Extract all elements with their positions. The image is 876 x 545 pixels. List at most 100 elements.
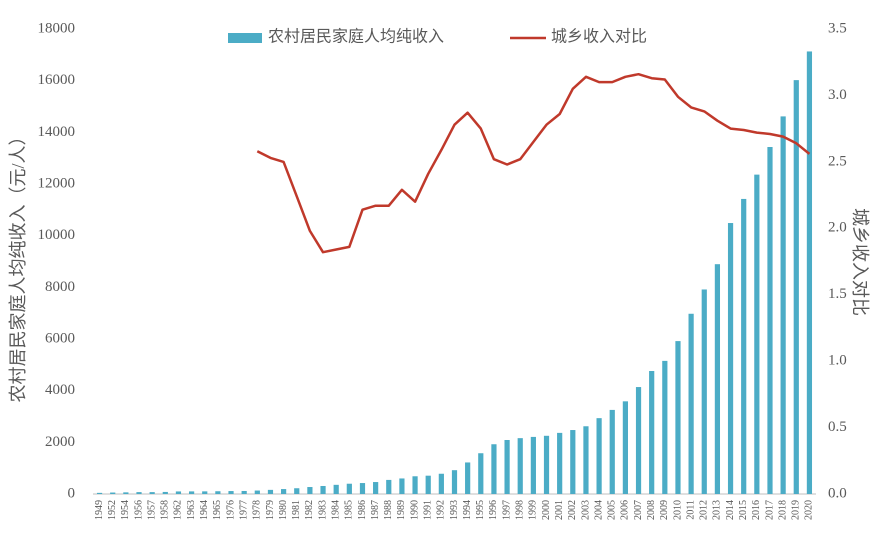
- x-tick-label: 1976: [225, 500, 236, 520]
- x-tick-label: 2019: [791, 500, 802, 520]
- bar: [806, 51, 813, 495]
- bar: [530, 436, 536, 494]
- bar: [465, 462, 471, 494]
- x-tick-label: 2003: [580, 500, 591, 520]
- x-tick-label: 1963: [186, 500, 197, 520]
- bar: [425, 475, 431, 494]
- bar: [386, 479, 392, 494]
- legend-swatch: [228, 33, 262, 43]
- bar: [333, 484, 339, 494]
- x-tick-label: 2006: [620, 500, 631, 520]
- x-tick-label: 1998: [515, 500, 526, 520]
- y2-tick-label: 3.0: [828, 87, 847, 103]
- x-tick-label: 2008: [646, 500, 657, 520]
- y2-tick-label: 1.0: [828, 353, 847, 369]
- line: [256, 72, 811, 254]
- x-tick-label: 2011: [685, 500, 696, 520]
- y2-axis-label: 城乡收入对比: [850, 208, 870, 316]
- bar: [504, 440, 510, 494]
- bar: [557, 432, 563, 494]
- bar: [175, 491, 182, 494]
- bar: [478, 453, 484, 494]
- bar: [412, 476, 418, 494]
- x-tick-label: 1987: [370, 500, 381, 520]
- bar: [267, 489, 274, 494]
- y2-tick-label: 2.5: [828, 153, 847, 169]
- x-tick-label: 1949: [94, 500, 105, 520]
- y-tick-label: 12000: [38, 175, 76, 191]
- bar: [491, 444, 497, 494]
- y-tick-label: 10000: [38, 227, 76, 243]
- y-tick-label: 4000: [45, 382, 75, 398]
- y-tick-label: 2000: [45, 434, 75, 450]
- x-tick-label: 1996: [488, 500, 499, 520]
- x-tick-label: 1985: [344, 500, 355, 520]
- x-tick-label: 2012: [699, 500, 710, 520]
- bar: [96, 492, 103, 494]
- bar: [675, 341, 681, 494]
- x-tick-label: 2014: [725, 500, 736, 520]
- bar: [188, 491, 195, 494]
- x-tick-label: 1957: [146, 500, 157, 520]
- y2-tick-label: 2.0: [828, 220, 847, 236]
- x-tick-label: 1978: [252, 500, 263, 520]
- bar: [649, 371, 655, 494]
- bar: [583, 426, 589, 494]
- y-tick-label: 18000: [38, 20, 76, 36]
- x-tick-label: 1958: [160, 500, 171, 520]
- x-tick-label: 1994: [462, 500, 473, 520]
- x-tick-label: 2018: [777, 500, 788, 520]
- x-tick-label: 2001: [554, 500, 565, 520]
- y2-tick-label: 3.5: [828, 20, 847, 36]
- bar: [793, 80, 799, 494]
- x-tick-label: 1990: [409, 500, 420, 520]
- bar: [241, 490, 247, 494]
- bar: [767, 147, 773, 495]
- bar: [517, 438, 523, 494]
- y-tick-label: 0: [68, 485, 76, 501]
- y-tick-label: 6000: [45, 330, 75, 346]
- bar: [451, 470, 458, 494]
- x-tick-label: 2017: [764, 500, 775, 520]
- bar: [215, 491, 221, 494]
- x-tick-label: 2020: [804, 500, 815, 520]
- x-tick-label: 1981: [291, 500, 302, 520]
- y-tick-label: 14000: [38, 124, 76, 140]
- bar: [780, 116, 786, 494]
- bar: [307, 487, 313, 494]
- legend-label: 城乡收入对比: [551, 28, 647, 46]
- x-tick-label: 1991: [423, 500, 434, 520]
- bar: [741, 198, 747, 494]
- y2-tick-label: 1.5: [828, 286, 847, 302]
- y2-tick-label: 0.5: [828, 419, 847, 435]
- bar: [346, 483, 352, 494]
- bar: [320, 485, 326, 494]
- x-tick-label: 1988: [383, 500, 394, 520]
- x-tick-label: 2009: [659, 500, 670, 520]
- x-tick-label: 1977: [238, 500, 249, 520]
- x-tick-label: 1954: [120, 500, 131, 520]
- x-tick-label: 1956: [133, 500, 144, 520]
- x-tick-label: 2002: [567, 500, 578, 520]
- x-tick-label: 2007: [633, 500, 644, 520]
- x-tick-label: 1999: [528, 500, 539, 520]
- bar: [162, 491, 168, 494]
- bar: [662, 360, 668, 494]
- x-tick-label: 2000: [541, 500, 552, 520]
- x-tick-label: 1952: [107, 500, 118, 520]
- bar: [136, 492, 142, 494]
- x-tick-label: 2010: [672, 500, 683, 520]
- x-tick-label: 2013: [712, 500, 723, 520]
- bar: [635, 387, 642, 494]
- x-tick-label: 1979: [265, 500, 276, 520]
- x-tick-label: 1964: [199, 500, 210, 520]
- x-tick-label: 2005: [607, 500, 618, 520]
- bar: [714, 264, 721, 494]
- x-tick-label: 1984: [330, 500, 341, 520]
- x-tick-label: 2016: [751, 500, 762, 520]
- x-tick-label: 1962: [173, 500, 184, 520]
- y-tick-label: 8000: [45, 279, 75, 295]
- x-tick-label: 1995: [475, 500, 486, 520]
- bar: [294, 488, 300, 494]
- bar: [254, 490, 260, 494]
